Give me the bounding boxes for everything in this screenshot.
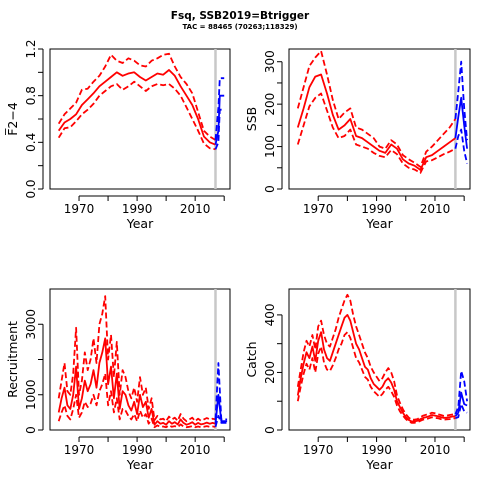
ssb-series-forecast-median bbox=[454, 96, 468, 149]
figure-title: Fsq, SSB2019=Btrigger bbox=[170, 10, 310, 22]
ssb-series-forecast-upper bbox=[454, 60, 468, 141]
catch-y-tick-label: 400 bbox=[263, 303, 277, 326]
recruitment-y-tick-label: 1000 bbox=[24, 379, 38, 410]
ssb-x-tick-label: 1990 bbox=[361, 202, 392, 216]
ssb-y-tick-label: 100 bbox=[263, 135, 277, 158]
ssb-series-historic-median bbox=[296, 73, 456, 171]
catch-series-historic-lower bbox=[296, 331, 456, 424]
f-x-tick-label: 1970 bbox=[64, 202, 95, 216]
ssb-y-tick-label: 300 bbox=[263, 50, 277, 73]
catch-y-tick-label: 0 bbox=[263, 426, 277, 434]
f-series-forecast-upper bbox=[214, 77, 225, 141]
f-series-historic-upper bbox=[57, 52, 216, 141]
ssb-x-axis-label: Year bbox=[365, 216, 393, 231]
ssb-series-historic-upper bbox=[296, 50, 457, 168]
recruitment-x-tick-label: 2010 bbox=[180, 443, 211, 457]
recruitment-y-axis-label: Recruitment bbox=[5, 321, 20, 398]
recruitment-plot-frame bbox=[49, 288, 231, 431]
f-y-axis-label: F̅2−4 bbox=[5, 102, 20, 136]
ssb-y-tick-label: 200 bbox=[263, 93, 277, 116]
f-plot-frame bbox=[49, 48, 231, 190]
f-x-axis-label: Year bbox=[126, 216, 154, 231]
catch-x-tick-label: 1990 bbox=[361, 443, 392, 457]
catch-series-historic-median bbox=[296, 313, 456, 423]
f-y-tick-label: 1.2 bbox=[24, 39, 38, 58]
panel-f: 1970 1990 2010 0.0 0.4 0.8 1.2 Year F̅2−4 bbox=[5, 39, 231, 231]
recruitment-y-tick-label: 0 bbox=[24, 426, 38, 434]
recruitment-series-forecast-upper bbox=[214, 362, 228, 421]
panel-ssb: 1970 1990 2010 0 100 200 300 Year SSB bbox=[244, 48, 471, 231]
catch-y-axis-label: Catch bbox=[244, 341, 259, 377]
recruitment-series-forecast-lower bbox=[214, 414, 228, 428]
panel-catch: 1970 1990 2010 0 200 400 Year Catch bbox=[244, 288, 471, 472]
recruitment-x-tick-label: 1990 bbox=[122, 443, 153, 457]
ssb-y-tick-label: 0 bbox=[263, 185, 277, 193]
f-y-tick-label: 0.0 bbox=[24, 179, 38, 198]
recruitment-series-historic-lower bbox=[57, 372, 216, 429]
catch-series-forecast-median bbox=[454, 391, 468, 417]
ssb-x-tick-label: 2010 bbox=[420, 202, 451, 216]
catch-series-historic-upper bbox=[296, 293, 456, 421]
figure-subtitle: TAC = 88465 (70263;118329) bbox=[182, 23, 298, 31]
ssb-y-axis-label: SSB bbox=[244, 107, 259, 131]
f-series-historic-lower bbox=[57, 80, 216, 151]
recruitment-series-historic-upper bbox=[57, 295, 216, 423]
ssb-x-tick-label: 1970 bbox=[303, 202, 334, 216]
catch-x-tick-label: 1970 bbox=[303, 443, 334, 457]
panel-recruitment: 1970 1990 2010 0 1000 3000 Year Recruitment bbox=[5, 288, 231, 472]
recruitment-y-tick-label: 3000 bbox=[24, 309, 38, 340]
catch-x-tick-label: 2010 bbox=[420, 443, 451, 457]
recruitment-x-axis-label: Year bbox=[126, 457, 154, 472]
recruitment-x-tick-label: 1970 bbox=[64, 443, 95, 457]
f-y-tick-label: 0.8 bbox=[24, 86, 38, 105]
f-series-forecast-median bbox=[214, 94, 225, 145]
f-y-tick-label: 0.4 bbox=[24, 133, 38, 152]
catch-plot-frame bbox=[288, 288, 471, 431]
f-series-forecast-lower bbox=[214, 108, 225, 150]
recruitment-series-historic-median bbox=[57, 337, 216, 426]
ssb-plot-frame bbox=[288, 48, 471, 190]
catch-x-axis-label: Year bbox=[365, 457, 393, 472]
ssb-series-forecast-lower bbox=[454, 128, 468, 164]
f-x-tick-label: 1990 bbox=[122, 202, 153, 216]
f-x-tick-label: 2010 bbox=[180, 202, 211, 216]
catch-series-forecast-lower bbox=[455, 403, 468, 420]
catch-y-tick-label: 200 bbox=[263, 361, 277, 384]
catch-series-forecast-upper bbox=[454, 370, 468, 415]
ssb-series-historic-lower bbox=[296, 92, 456, 174]
recruitment-series-forecast-median bbox=[214, 393, 228, 424]
f-series-historic-median bbox=[57, 69, 216, 146]
